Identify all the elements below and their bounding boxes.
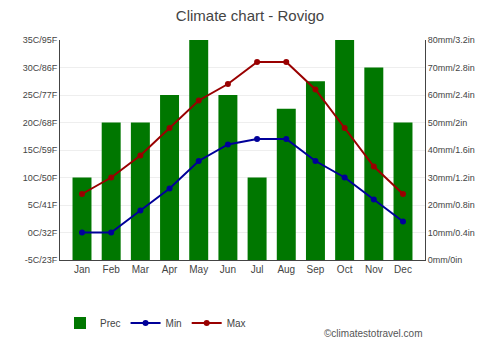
- svg-text:10C/50F: 10C/50F: [23, 173, 58, 183]
- svg-text:20C/68F: 20C/68F: [23, 118, 58, 128]
- svg-text:Feb: Feb: [103, 264, 121, 275]
- svg-text:30C/86F: 30C/86F: [23, 63, 58, 73]
- svg-text:50mm/2in: 50mm/2in: [428, 118, 468, 128]
- svg-text:70mm/2.8in: 70mm/2.8in: [428, 63, 475, 73]
- svg-text:Aug: Aug: [277, 264, 295, 275]
- svg-text:Max: Max: [227, 318, 246, 329]
- svg-text:Dec: Dec: [394, 264, 412, 275]
- svg-text:May: May: [189, 264, 208, 275]
- svg-text:Jan: Jan: [74, 264, 90, 275]
- svg-text:Prec: Prec: [100, 318, 121, 329]
- svg-text:Nov: Nov: [365, 264, 383, 275]
- svg-text:20mm/0.8in: 20mm/0.8in: [428, 200, 475, 210]
- svg-text:80mm/3.2in: 80mm/3.2in: [428, 35, 475, 45]
- svg-text:30mm/1.2in: 30mm/1.2in: [428, 173, 475, 183]
- svg-text:15C/59F: 15C/59F: [23, 145, 58, 155]
- svg-text:©climatestotravel.com: ©climatestotravel.com: [324, 328, 423, 339]
- svg-text:Sep: Sep: [307, 264, 325, 275]
- svg-text:Mar: Mar: [132, 264, 150, 275]
- svg-text:0mm/0in: 0mm/0in: [428, 255, 463, 265]
- svg-text:0C/32F: 0C/32F: [28, 228, 58, 238]
- svg-text:-5C/23F: -5C/23F: [25, 255, 58, 265]
- svg-text:40mm/1.6in: 40mm/1.6in: [428, 145, 475, 155]
- svg-text:Climate chart - Rovigo: Climate chart - Rovigo: [176, 7, 324, 24]
- svg-text:Apr: Apr: [162, 264, 178, 275]
- svg-text:5C/41F: 5C/41F: [28, 200, 58, 210]
- svg-text:35C/95F: 35C/95F: [23, 35, 58, 45]
- svg-text:Jun: Jun: [220, 264, 236, 275]
- svg-text:Jul: Jul: [251, 264, 264, 275]
- svg-text:25C/77F: 25C/77F: [23, 90, 58, 100]
- svg-text:10mm/0.4in: 10mm/0.4in: [428, 228, 475, 238]
- svg-text:Oct: Oct: [337, 264, 353, 275]
- svg-text:60mm/2.4in: 60mm/2.4in: [428, 90, 475, 100]
- svg-text:Min: Min: [166, 318, 182, 329]
